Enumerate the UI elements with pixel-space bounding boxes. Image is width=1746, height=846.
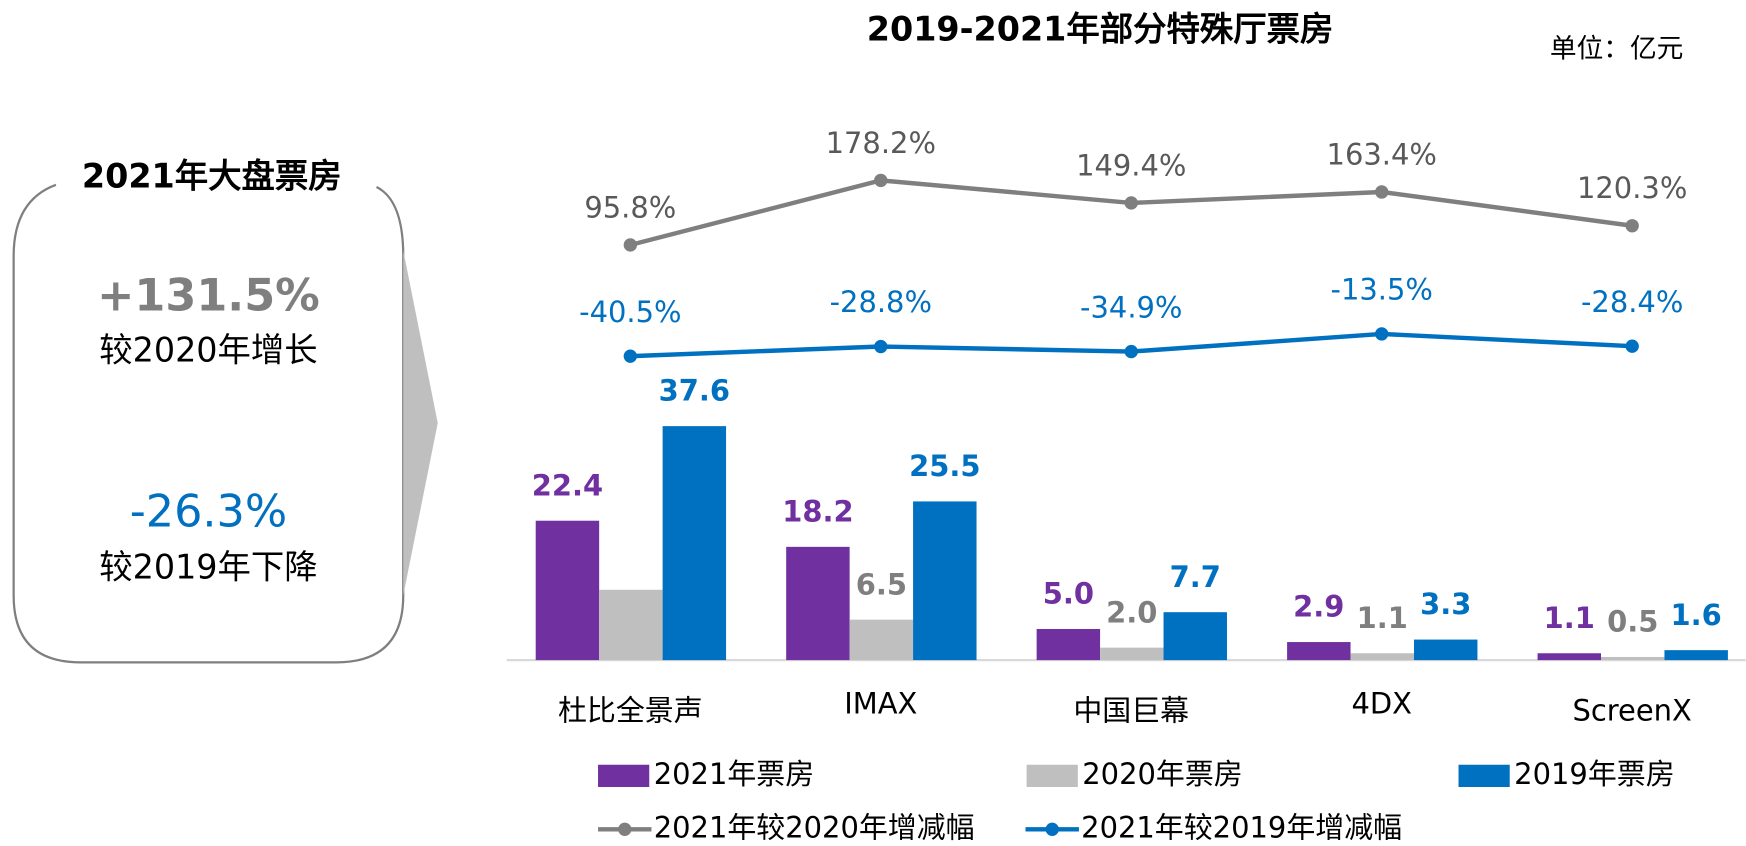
unit-label: 单位：亿元: [1550, 34, 1684, 65]
x-tick-label: 4DX: [1351, 687, 1412, 721]
line-point: [1124, 344, 1138, 359]
x-tick-label: 中国巨幕: [1073, 693, 1189, 727]
bar: [1537, 653, 1602, 661]
data-label: -34.9%: [1080, 290, 1182, 324]
summary-title: 2021年大盘票房: [82, 157, 342, 196]
bar: [786, 546, 850, 661]
data-label: 1.1: [1544, 601, 1595, 635]
legend-label: 2021年较2020年增减幅: [654, 810, 975, 844]
summary-value: -26.3%: [130, 486, 287, 537]
data-label: 163.4%: [1327, 137, 1437, 171]
data-label: 3.3: [1420, 587, 1471, 621]
x-tick-label: ScreenX: [1573, 693, 1692, 727]
x-tick-label: 杜比全景声: [558, 693, 703, 727]
legend-label: 2021年票房: [654, 757, 814, 791]
summary-box: [12, 183, 405, 664]
data-label: 1.6: [1671, 598, 1722, 632]
bar: [662, 426, 727, 661]
data-label: 178.2%: [826, 126, 936, 160]
data-label: 95.8%: [584, 190, 676, 224]
bar: [1413, 639, 1478, 661]
chart-title: 2019-2021年部分特殊厅票房: [867, 10, 1334, 49]
bar: [1350, 653, 1414, 661]
bar: [849, 619, 914, 661]
data-label: -13.5%: [1331, 273, 1433, 307]
data-label: 2.0: [1106, 595, 1157, 629]
x-tick-label: IMAX: [844, 687, 917, 721]
data-label: 37.6: [659, 374, 730, 408]
data-label: 25.5: [909, 449, 980, 483]
bar: [1287, 642, 1351, 661]
bar: [1664, 650, 1728, 661]
legend-label: 2020年票房: [1082, 757, 1242, 791]
bar: [599, 589, 663, 661]
legend-swatch: [1045, 822, 1059, 836]
line-point: [1625, 339, 1639, 353]
data-label: -28.8%: [830, 285, 932, 319]
line-point: [1625, 219, 1639, 233]
data-label: 7.7: [1170, 560, 1221, 594]
summary-label: 较2020年增长: [99, 330, 317, 369]
summary-value: +131.5%: [97, 270, 320, 321]
legend-swatch: [1458, 764, 1510, 788]
arrow: [403, 250, 438, 596]
summary-label: 较2019年下降: [99, 547, 317, 586]
data-label: 0.5: [1607, 605, 1658, 639]
line-point: [874, 173, 888, 188]
data-label: 22.4: [532, 468, 603, 502]
bar: [1601, 656, 1665, 661]
data-label: 149.4%: [1076, 148, 1186, 182]
line-point: [1375, 185, 1389, 199]
data-label: 1.1: [1357, 601, 1408, 635]
line-point: [623, 349, 638, 363]
legend-label: 2019年票房: [1514, 757, 1674, 791]
legend-swatch: [598, 764, 650, 788]
data-label: 6.5: [856, 567, 907, 601]
bar: [1036, 628, 1101, 661]
legend-swatch: [1026, 764, 1078, 788]
data-label: 5.0: [1043, 577, 1094, 611]
data-label: 120.3%: [1577, 171, 1687, 205]
data-label: 18.2: [782, 494, 853, 528]
line-point: [874, 339, 888, 354]
line-point: [1124, 196, 1138, 210]
line: [629, 178, 1633, 248]
legend-swatch: [618, 822, 632, 836]
data-label: -28.4%: [1581, 285, 1683, 319]
line-point: [1375, 327, 1389, 341]
line-point: [623, 238, 638, 252]
bar: [1100, 647, 1164, 661]
bar: [535, 520, 600, 661]
legend-label: 2021年较2019年增减幅: [1081, 810, 1402, 844]
data-label: 2.9: [1293, 590, 1344, 624]
data-label: -40.5%: [579, 295, 681, 329]
bar: [1163, 612, 1227, 661]
bar: [913, 501, 977, 661]
